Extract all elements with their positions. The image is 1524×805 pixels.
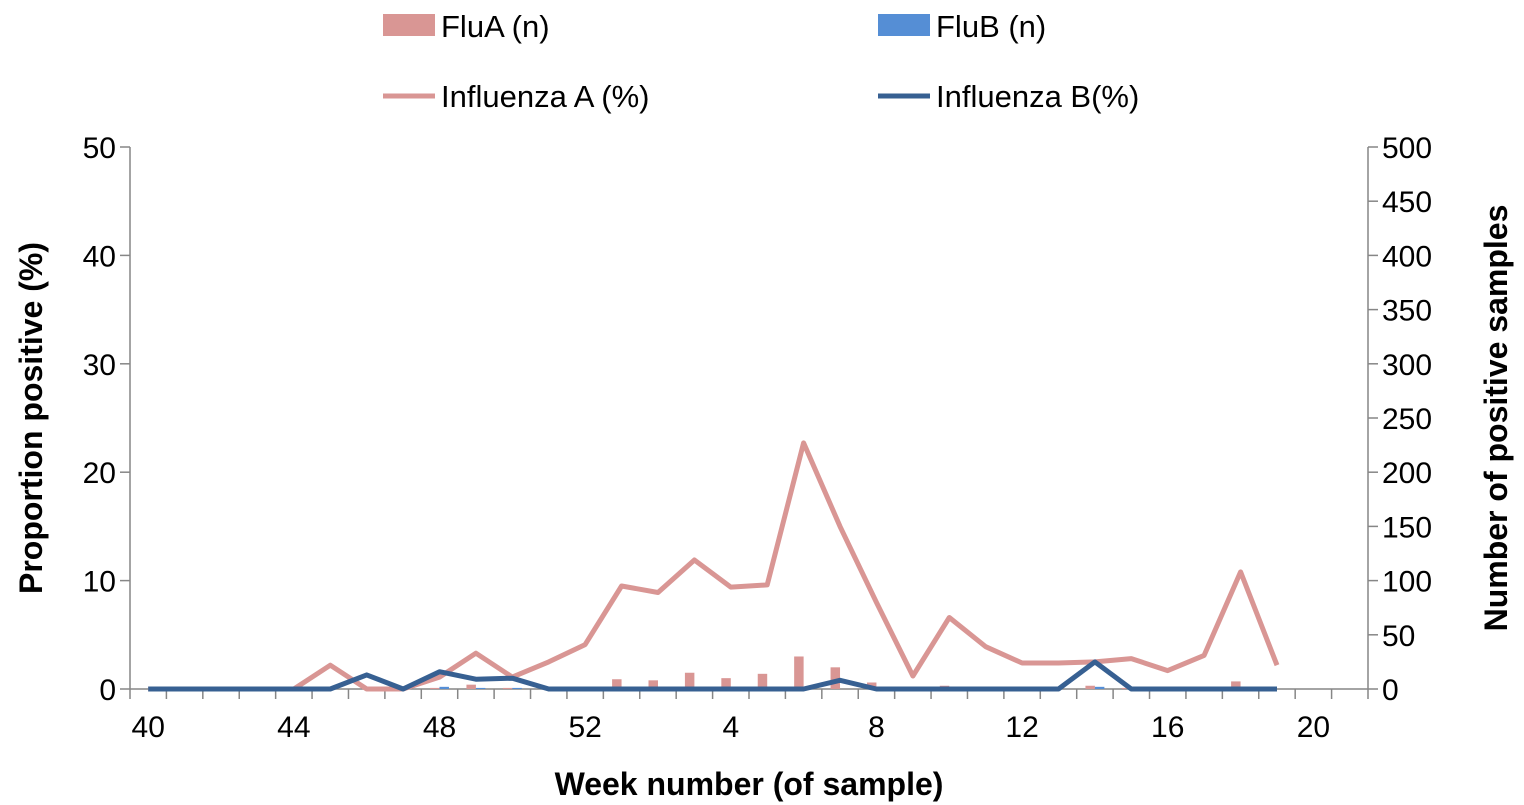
x-tick-label: 20 bbox=[1297, 711, 1330, 744]
bar-flua-n bbox=[794, 656, 804, 689]
y-right-tick-label: 500 bbox=[1382, 132, 1432, 165]
x-tick-label: 4 bbox=[722, 711, 739, 744]
legend-label-influenza-b: Influenza B(%) bbox=[936, 79, 1139, 114]
bar-flub-n bbox=[439, 686, 449, 689]
chart-legend: FluA (n) FluB (n) Influenza A (%) Influe… bbox=[383, 9, 1139, 114]
y-left-tick-label: 30 bbox=[83, 349, 116, 382]
legend-label-flua-n: FluA (n) bbox=[441, 9, 550, 44]
bar-flua-n bbox=[612, 679, 622, 689]
bar-flua-n bbox=[466, 684, 476, 689]
y-right-tick-label: 400 bbox=[1382, 240, 1432, 273]
bar-flub-n bbox=[1094, 686, 1105, 689]
x-axis-title: Week number (of sample) bbox=[555, 766, 944, 802]
legend-swatch-flua-n bbox=[383, 14, 435, 36]
bar-flua-n bbox=[1085, 685, 1095, 689]
x-tick-label: 52 bbox=[568, 711, 601, 744]
bar-flua-n bbox=[1231, 681, 1241, 689]
y-left-tick-label: 0 bbox=[99, 674, 116, 707]
y-right-tick-label: 250 bbox=[1382, 403, 1432, 436]
x-tick-label: 8 bbox=[868, 711, 885, 744]
bar-flua-n bbox=[502, 687, 513, 689]
legend-swatch-flub-n bbox=[878, 14, 930, 36]
x-tick-label: 40 bbox=[132, 711, 165, 744]
legend-label-influenza-a: Influenza A (%) bbox=[441, 79, 650, 114]
line-influenza-a bbox=[148, 440, 1280, 692]
y-right-tick-label: 0 bbox=[1382, 674, 1399, 707]
y-left-tick-label: 10 bbox=[83, 566, 116, 599]
x-tick-label: 12 bbox=[1005, 711, 1038, 744]
y-axis-right-title: Number of positive samples bbox=[1478, 205, 1514, 632]
y-left-tick-label: 20 bbox=[83, 457, 116, 490]
chart-axes: 0102030405005010015020025030035040045050… bbox=[83, 132, 1432, 744]
y-right-tick-label: 50 bbox=[1382, 620, 1415, 653]
y-right-tick-label: 350 bbox=[1382, 295, 1432, 328]
x-tick-label: 44 bbox=[277, 711, 310, 744]
y-right-tick-label: 450 bbox=[1382, 186, 1432, 219]
y-axis-left-title: Proportion positive (%) bbox=[13, 242, 49, 594]
y-right-tick-label: 150 bbox=[1382, 511, 1432, 544]
y-right-tick-label: 200 bbox=[1382, 457, 1432, 490]
bar-flua-n bbox=[721, 678, 731, 689]
bar-flua-n bbox=[830, 667, 841, 689]
y-left-tick-label: 50 bbox=[83, 132, 116, 165]
line-series bbox=[148, 440, 1280, 692]
bar-flua-n bbox=[648, 680, 658, 689]
x-tick-label: 48 bbox=[423, 711, 456, 744]
y-right-tick-label: 300 bbox=[1382, 349, 1432, 382]
y-right-tick-label: 100 bbox=[1382, 566, 1432, 599]
line-influenza-b bbox=[148, 659, 1277, 692]
y-left-tick-label: 40 bbox=[83, 240, 116, 273]
bar-flua-n bbox=[757, 673, 768, 689]
x-tick-label: 16 bbox=[1151, 711, 1184, 744]
bar-flua-n bbox=[430, 687, 440, 689]
legend-label-flub-n: FluB (n) bbox=[936, 9, 1046, 44]
bar-flua-n bbox=[684, 672, 695, 689]
bar-flub-n bbox=[512, 687, 522, 689]
bar-flub-n bbox=[475, 687, 486, 689]
